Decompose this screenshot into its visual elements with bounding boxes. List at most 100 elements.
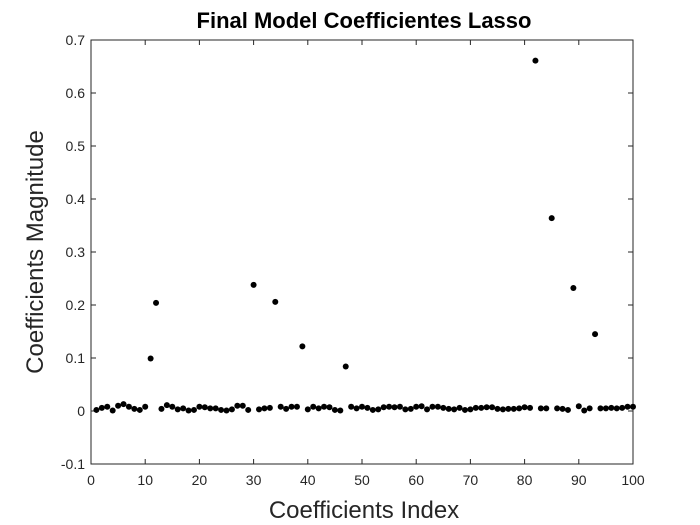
- y-tick-label: 0.1: [66, 350, 86, 366]
- data-point: [239, 402, 246, 409]
- data-point: [342, 363, 349, 370]
- data-point: [543, 405, 550, 412]
- data-point: [429, 403, 436, 410]
- data-point: [272, 298, 279, 305]
- data-point: [396, 403, 403, 410]
- data-point: [185, 407, 192, 414]
- data-point: [353, 405, 360, 412]
- data-point: [331, 406, 338, 413]
- data-point: [532, 57, 539, 64]
- data-point: [586, 405, 593, 412]
- data-point: [359, 403, 365, 410]
- chart-title: Final Model Coefficientes Lasso: [197, 8, 532, 33]
- data-point: [581, 407, 588, 414]
- data-point: [494, 405, 501, 412]
- data-point: [548, 215, 555, 222]
- data-point: [169, 403, 176, 410]
- data-point: [266, 404, 273, 411]
- data-point: [467, 406, 474, 413]
- y-tick-label: 0.7: [66, 32, 86, 48]
- x-tick-label: 80: [517, 472, 533, 488]
- data-point: [418, 403, 425, 410]
- data-point: [597, 405, 604, 412]
- x-tick-label: 10: [137, 472, 153, 488]
- data-point: [321, 403, 328, 410]
- data-point: [142, 403, 149, 410]
- data-point: [440, 404, 447, 411]
- data-point: [250, 281, 257, 288]
- x-tick-label: 40: [300, 472, 316, 488]
- data-point: [261, 405, 268, 412]
- x-tick-label: 30: [246, 472, 262, 488]
- data-point: [228, 406, 235, 413]
- data-point: [125, 403, 132, 410]
- x-tick-label: 70: [463, 472, 479, 488]
- plot-area: [90, 39, 634, 465]
- data-point: [153, 299, 160, 306]
- data-point: [174, 406, 181, 413]
- data-point: [310, 403, 317, 410]
- y-tick-label: 0: [77, 403, 85, 419]
- data-point: [386, 403, 393, 410]
- data-point: [256, 406, 263, 413]
- x-tick-label: 0: [87, 472, 95, 488]
- data-point: [505, 405, 512, 412]
- data-point: [489, 404, 496, 411]
- data-point: [223, 407, 230, 414]
- data-point: [510, 405, 517, 412]
- y-tick-label: 0.6: [66, 85, 86, 101]
- data-point: [196, 403, 203, 410]
- data-point: [619, 404, 626, 411]
- data-point: [630, 403, 636, 410]
- data-point: [483, 404, 490, 411]
- data-point: [234, 402, 241, 409]
- data-point: [613, 405, 620, 412]
- x-tick-label: 90: [571, 472, 587, 488]
- data-point: [104, 403, 111, 410]
- data-point: [391, 404, 398, 411]
- data-point: [93, 406, 100, 413]
- data-point: [245, 406, 252, 413]
- data-point: [218, 406, 225, 413]
- data-point: [315, 405, 322, 412]
- data-point: [564, 406, 571, 413]
- y-axis-label: Coefficients Magnitude: [22, 130, 49, 374]
- data-point: [348, 403, 355, 410]
- data-points: [93, 57, 636, 414]
- data-point: [478, 404, 485, 411]
- y-tick-label: 0.3: [66, 244, 86, 260]
- data-point: [304, 406, 311, 413]
- data-point: [472, 404, 479, 411]
- data-point: [451, 406, 458, 413]
- data-point: [207, 405, 214, 412]
- x-tick-label: 100: [621, 472, 645, 488]
- data-point: [537, 405, 544, 412]
- x-tick-label: 60: [408, 472, 424, 488]
- data-point: [293, 403, 300, 410]
- data-point: [120, 401, 127, 408]
- data-point: [461, 406, 468, 413]
- data-point: [109, 407, 116, 414]
- data-point: [434, 403, 441, 410]
- data-point: [212, 405, 219, 412]
- data-point: [516, 405, 523, 412]
- y-tick-label: 0.2: [66, 297, 86, 313]
- data-point: [136, 406, 143, 413]
- data-point: [283, 405, 290, 412]
- data-point: [413, 403, 420, 410]
- data-point: [288, 403, 295, 410]
- y-tick-label: 0.5: [66, 138, 86, 154]
- data-point: [570, 285, 577, 292]
- data-point: [98, 404, 105, 411]
- data-point: [147, 355, 154, 362]
- data-point: [521, 404, 528, 411]
- data-point: [163, 402, 170, 409]
- data-point: [608, 404, 615, 411]
- data-point: [201, 404, 208, 411]
- x-axis: 0 10 20 30 40 50 60 70 80 90 100: [87, 40, 645, 488]
- data-point: [456, 404, 463, 411]
- data-point: [407, 405, 414, 412]
- data-point: [369, 406, 376, 413]
- data-point: [337, 407, 344, 414]
